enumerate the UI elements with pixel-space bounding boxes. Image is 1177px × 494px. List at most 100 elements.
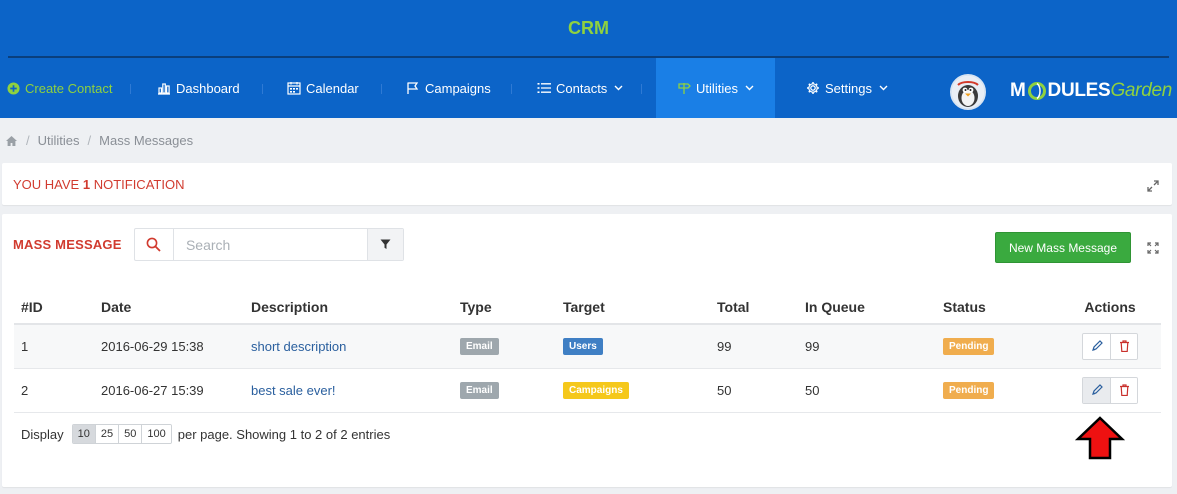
nav-settings[interactable]: Settings [806, 58, 888, 118]
notification-panel: YOU HAVE 1 NOTIFICATION [2, 163, 1172, 205]
page-size-25[interactable]: 25 [94, 425, 119, 443]
notification-text[interactable]: YOU HAVE 1 NOTIFICATION [13, 177, 184, 192]
panel-title: MASS MESSAGE [13, 237, 122, 252]
col-target[interactable]: Target [556, 290, 710, 325]
nav-create-contact-label: Create Contact [25, 80, 113, 96]
delete-button[interactable] [1110, 377, 1137, 403]
plus-circle-icon [7, 81, 20, 95]
col-date[interactable]: Date [94, 290, 244, 325]
page-size-50[interactable]: 50 [118, 425, 142, 443]
page-size-100[interactable]: 100 [141, 425, 171, 443]
nav-separator [511, 84, 512, 94]
chevron-down-icon [614, 85, 623, 91]
expand-icon[interactable] [1147, 180, 1159, 192]
edit-button[interactable] [1083, 333, 1110, 359]
pencil-icon [1091, 384, 1103, 395]
col-status[interactable]: Status [936, 290, 1059, 325]
logo-text-part1: M [1010, 80, 1026, 101]
penguin-avatar-icon [952, 76, 984, 108]
home-icon[interactable] [5, 135, 18, 147]
signpost-icon [678, 83, 691, 94]
search-input[interactable] [173, 229, 367, 260]
nav-settings-label: Settings [825, 80, 872, 96]
cell-total: 50 [710, 368, 798, 413]
chevron-down-icon [745, 85, 754, 91]
target-badge: Users [563, 338, 603, 356]
nav-dashboard-label: Dashboard [176, 80, 240, 96]
flag-icon [407, 82, 419, 94]
edit-button[interactable] [1083, 377, 1110, 403]
gear-icon [807, 82, 819, 94]
notification-prefix: YOU HAVE [13, 177, 80, 192]
red-arrow-annotation [1075, 416, 1125, 460]
logo-text-part2: DULES [1047, 80, 1111, 101]
header-divider [8, 56, 1169, 58]
delete-button[interactable] [1110, 333, 1137, 359]
row-actions [1082, 376, 1138, 404]
main-nav: Create Contact Dashboard Calendar Campai… [0, 58, 1177, 118]
cell-in-queue: 99 [798, 324, 936, 369]
logo-o-icon [1027, 82, 1046, 100]
trash-icon [1119, 384, 1129, 396]
pagination-bar: Display 10 25 50 100 per page. Showing 1… [21, 424, 390, 444]
nav-utilities[interactable]: Utilities [656, 58, 775, 118]
cell-type: Email [453, 368, 556, 413]
mass-messages-table: #ID Date Description Type Target Total I… [14, 290, 1161, 413]
pager-summary: per page. Showing 1 to 2 of 2 entries [177, 426, 391, 442]
col-total[interactable]: Total [710, 290, 798, 325]
breadcrumb-separator: / [87, 133, 92, 148]
col-actions: Actions [1059, 290, 1161, 325]
cell-in-queue: 50 [798, 368, 936, 413]
col-in-queue[interactable]: In Queue [798, 290, 936, 325]
cell-id: 2 [14, 368, 94, 413]
trash-icon [1119, 340, 1129, 353]
cell-description-link[interactable]: short description [244, 324, 453, 369]
list-icon [537, 83, 551, 93]
nav-dashboard[interactable]: Dashboard [157, 58, 240, 118]
page-size-10[interactable]: 10 [72, 425, 95, 443]
table-header-row: #ID Date Description Type Target Total I… [14, 290, 1161, 325]
fullscreen-icon[interactable] [1147, 242, 1159, 254]
target-badge: Campaigns [563, 382, 629, 399]
cell-id: 1 [14, 324, 94, 369]
nav-calendar[interactable]: Calendar [287, 58, 359, 118]
nav-create-contact[interactable]: Create Contact [7, 58, 112, 118]
cell-target: Users [556, 324, 710, 369]
pager-display-label: Display [21, 426, 64, 442]
search-icon [135, 229, 174, 260]
type-badge: Email [460, 382, 499, 399]
cell-actions [1059, 324, 1161, 369]
nav-separator [381, 84, 382, 94]
filter-button[interactable] [366, 229, 403, 260]
cell-description-link[interactable]: best sale ever! [244, 368, 453, 413]
cell-target: Campaigns [556, 368, 710, 413]
nav-contacts[interactable]: Contacts [537, 58, 623, 118]
row-actions [1082, 332, 1138, 360]
cell-type: Email [453, 324, 556, 369]
user-avatar[interactable] [950, 74, 986, 110]
notification-suffix: NOTIFICATION [93, 177, 185, 192]
calendar-icon [287, 82, 301, 95]
filter-icon [380, 239, 391, 249]
search-group [134, 228, 404, 261]
cell-total: 99 [710, 324, 798, 369]
nav-utilities-label: Utilities [696, 80, 738, 96]
breadcrumb-separator: / [26, 133, 30, 148]
new-mass-message-button[interactable]: New Mass Message [995, 232, 1131, 263]
pencil-icon [1091, 340, 1103, 352]
chevron-down-icon [879, 85, 888, 91]
nav-campaigns[interactable]: Campaigns [406, 58, 491, 118]
logo-text-part3: Garden [1110, 80, 1173, 101]
cell-status: Pending [936, 368, 1059, 413]
col-type[interactable]: Type [453, 290, 556, 325]
breadcrumb: / Utilities / Mass Messages [5, 133, 193, 148]
nav-calendar-label: Calendar [306, 80, 359, 96]
col-description[interactable]: Description [244, 290, 453, 325]
breadcrumb-utilities[interactable]: Utilities [37, 133, 80, 148]
col-id[interactable]: #ID [14, 290, 94, 325]
app-title: CRM [568, 18, 609, 38]
type-badge: Email [460, 338, 499, 356]
status-badge: Pending [943, 338, 995, 356]
breadcrumb-mass-messages: Mass Messages [99, 133, 194, 148]
table-row: 2 2016-06-27 15:39 best sale ever! Email… [14, 368, 1161, 413]
